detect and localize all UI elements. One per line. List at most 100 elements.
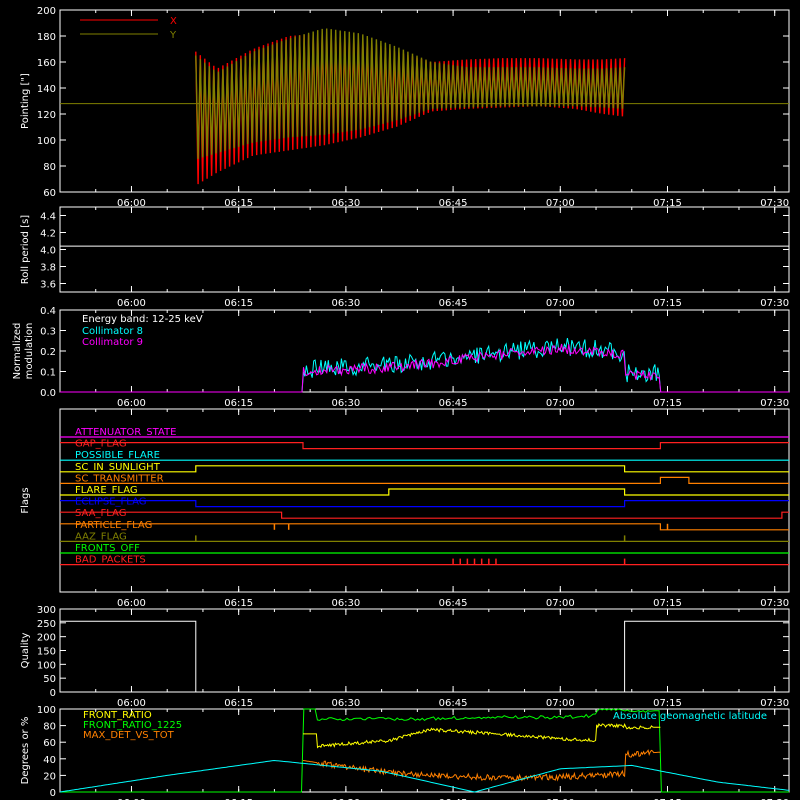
y-tick-label: 120 [37, 110, 56, 121]
legend-label: X [170, 16, 177, 27]
y-axis-label: Degrees or % [20, 717, 31, 785]
x-tick-label: 06:45 [439, 598, 468, 609]
y-tick-label: 0.0 [40, 388, 56, 399]
legend-label: Y [169, 30, 177, 41]
y-tick-label: 180 [37, 32, 56, 43]
y-tick-label: 4.4 [40, 212, 56, 223]
y-tick-label: 100 [37, 136, 56, 147]
panel-roll [59, 206, 790, 293]
y-tick-label: 0.3 [40, 327, 56, 338]
y-tick-label: 0 [50, 688, 56, 699]
y-tick-label: 100 [37, 660, 56, 671]
y-tick-label: 200 [37, 633, 56, 644]
plot-frame [59, 206, 790, 293]
flag-label: BAD_PACKETS [75, 555, 146, 566]
x-tick-label: 07:00 [546, 698, 575, 709]
x-tick-label: 06:30 [331, 698, 360, 709]
x-tick-label: 07:30 [760, 298, 789, 309]
y-tick-label: 4.2 [40, 229, 56, 240]
plot-frame [59, 9, 790, 193]
y-tick-label: 0.2 [40, 347, 56, 358]
right-axis-label: Absolute geomagnetic latitude [613, 711, 767, 722]
x-tick-label: 07:30 [760, 598, 789, 609]
x-tick-label: 06:15 [224, 698, 253, 709]
y-tick-label: 80 [43, 722, 56, 733]
x-tick-label: 07:00 [546, 798, 575, 800]
y-tick-label: 60 [43, 188, 56, 199]
plot-frame [59, 708, 790, 793]
x-tick-label: 07:15 [653, 398, 682, 409]
x-tick-label: 06:45 [439, 698, 468, 709]
x-tick-label: 07:15 [653, 198, 682, 209]
series-collimator-8 [60, 338, 789, 393]
y-tick-label: 200 [37, 6, 56, 17]
x-tick-label: 07:30 [760, 198, 789, 209]
x-tick-label: 06:15 [224, 798, 253, 800]
y-tick-label: 80 [43, 162, 56, 173]
x-tick-label: 07:30 [760, 398, 789, 409]
y-tick-label: 150 [37, 647, 56, 658]
y-axis-label: Normalized [12, 323, 23, 380]
y-axis-label: Quality [20, 633, 31, 669]
x-tick-label: 06:00 [117, 598, 146, 609]
y-tick-label: 250 [37, 619, 56, 630]
x-tick-label: 06:30 [331, 198, 360, 209]
x-tick-label: 06:30 [331, 298, 360, 309]
y-tick-label: 0.1 [40, 368, 56, 379]
x-tick-label: 06:00 [117, 198, 146, 209]
x-tick-label: 07:15 [653, 798, 682, 800]
flag-label: PARTICLE_FLAG [75, 520, 152, 531]
legend-label: MAX_DET_VS_TOT [83, 730, 175, 741]
flag-line-gap-flag [60, 442, 789, 450]
panel-pointing [59, 9, 790, 193]
flag-label: SC_IN_SUNLIGHT [75, 462, 161, 473]
x-tick-label: 06:30 [331, 398, 360, 409]
y-tick-label: 3.6 [40, 280, 56, 291]
x-tick-label: 06:15 [224, 198, 253, 209]
x-tick-label: 07:00 [546, 198, 575, 209]
panel-bottom [59, 708, 790, 793]
quality-line [60, 620, 789, 693]
x-tick-label: 07:30 [760, 698, 789, 709]
y-axis-label: modulation [24, 323, 35, 380]
y-axis-label: Roll period [s] [20, 215, 31, 284]
y-tick-label: 100 [37, 705, 56, 716]
legend-label: Collimator 9 [82, 337, 143, 348]
y-tick-label: 160 [37, 58, 56, 69]
flag-line-eclipse-flag [60, 500, 789, 508]
x-tick-label: 06:45 [439, 298, 468, 309]
flag-line-sc-transmitter [60, 476, 789, 484]
flag-label: SC_TRANSMITTER [75, 473, 164, 484]
x-tick-label: 07:15 [653, 698, 682, 709]
y-tick-label: 20 [43, 771, 56, 782]
annotation-energy-band: Energy band: 12-25 keV [82, 314, 203, 325]
flag-label: FLARE_FLAG [75, 485, 138, 496]
x-tick-label: 06:15 [224, 398, 253, 409]
x-tick-label: 06:00 [117, 298, 146, 309]
x-tick-label: 06:00 [117, 698, 146, 709]
series-collimator-9 [60, 343, 789, 393]
flag-label: ATTENUATOR_STATE [75, 427, 176, 438]
x-tick-label: 07:15 [653, 298, 682, 309]
x-tick-label: 06:45 [439, 398, 468, 409]
flag-line-sc-in-sunlight [60, 465, 789, 473]
flag-line-particle-flag [60, 523, 789, 531]
series-front-ratio-1225 [60, 708, 789, 793]
legend-label: FRONT_RATIO_1225 [83, 720, 182, 731]
y-tick-label: 60 [43, 738, 56, 749]
y-axis-label: Pointing ["] [20, 73, 31, 129]
x-tick-label: 06:30 [331, 798, 360, 800]
x-tick-label: 06:30 [331, 598, 360, 609]
y-tick-label: 300 [37, 605, 56, 616]
flag-label: AAZ_FLAG [75, 531, 127, 542]
x-tick-label: 06:15 [224, 298, 253, 309]
x-tick-label: 06:45 [439, 798, 468, 800]
series-y-oscillation [195, 28, 626, 159]
series-absolute-geomagnetic-latitude [59, 759, 790, 793]
y-tick-label: 40 [43, 755, 56, 766]
y-tick-label: 3.8 [40, 263, 56, 274]
x-tick-label: 06:45 [439, 198, 468, 209]
y-tick-label: 50 [43, 674, 56, 685]
flag-line-flare-flag [60, 488, 789, 496]
